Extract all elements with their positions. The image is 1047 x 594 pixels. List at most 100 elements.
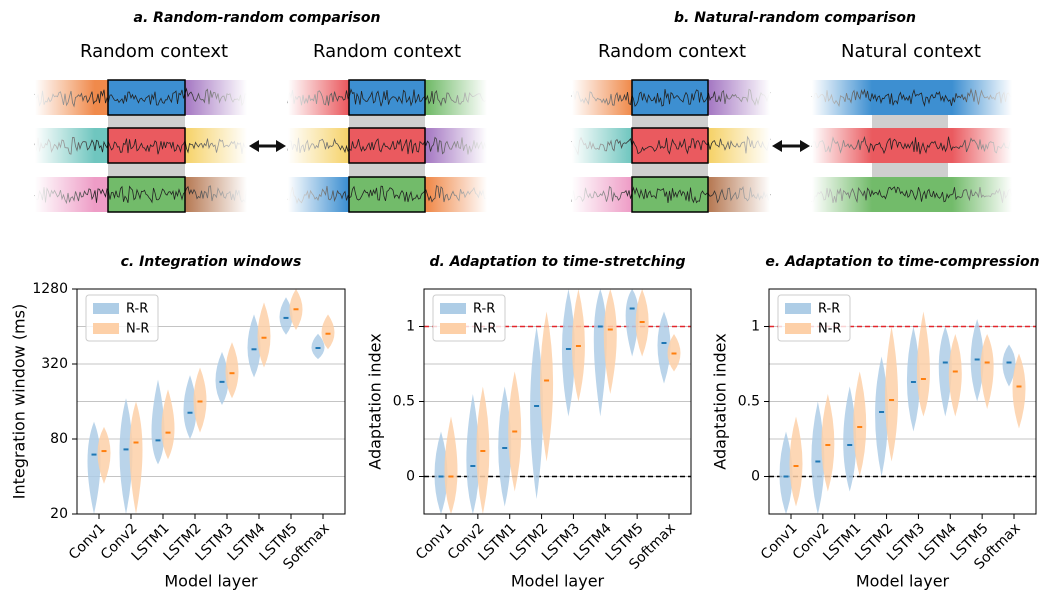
violin [183, 375, 197, 439]
violin [311, 333, 325, 360]
arrow-head [276, 140, 286, 152]
fade [427, 128, 487, 163]
violin [779, 431, 793, 514]
legend-swatch [440, 323, 466, 334]
violin [466, 394, 480, 514]
arrow-head [800, 140, 810, 152]
violin [853, 371, 867, 477]
violin [1002, 344, 1016, 387]
fade [812, 128, 872, 163]
segment-outline [348, 79, 426, 116]
y-tick-label: 0 [751, 469, 760, 485]
violin [279, 297, 293, 335]
axes-frame [768, 288, 1037, 515]
y-tick-label: 80 [50, 431, 68, 447]
fade [35, 128, 95, 163]
violin [875, 356, 889, 477]
context-label: Random context [80, 41, 228, 62]
segment [349, 128, 425, 163]
fade [288, 80, 348, 115]
violin [444, 416, 458, 514]
y-tick-label: 20 [50, 506, 68, 522]
violin [540, 311, 554, 462]
y-tick-label: 1280 [32, 281, 68, 297]
fade [710, 80, 770, 115]
segment [349, 177, 425, 212]
violin [885, 326, 899, 462]
y-tick-label: 0 [406, 469, 415, 485]
violin [119, 398, 133, 514]
fade [710, 128, 770, 163]
violin [193, 367, 207, 433]
violin [625, 289, 639, 357]
violin [498, 386, 512, 507]
legend-label: N-R [818, 322, 841, 337]
violin [434, 431, 448, 514]
segment-outline [348, 176, 426, 213]
y-tick-label: 1 [751, 319, 760, 335]
violin [161, 389, 175, 460]
violin [916, 311, 930, 417]
violin [811, 401, 825, 514]
y-tick-label: 0.5 [738, 394, 760, 410]
legend-label: R-R [126, 302, 148, 317]
legend-swatch [785, 323, 811, 334]
y-tick-label: 0.5 [393, 394, 415, 410]
axes-frame [76, 288, 346, 515]
fade [710, 177, 770, 212]
chart-title: c. Integration windows [121, 254, 302, 270]
x-axis-label: Model layer [856, 572, 950, 591]
context-label: Random context [313, 41, 461, 62]
violins [87, 289, 335, 514]
legend-swatch [785, 303, 811, 314]
violin [657, 311, 671, 384]
y-axis-label: Adaptation index [711, 333, 730, 469]
fade [812, 177, 872, 212]
violin [938, 326, 952, 417]
violin [980, 334, 994, 409]
y-axis-label: Integration window (ms) [10, 304, 29, 499]
fade [952, 128, 1012, 163]
segment-outline [107, 176, 186, 213]
violin [129, 401, 143, 514]
arrow-head [772, 140, 782, 152]
y-tick-label: 320 [41, 356, 68, 372]
fade [187, 128, 247, 163]
segment [349, 80, 425, 115]
fade [427, 177, 487, 212]
violin [789, 416, 803, 507]
fade [812, 80, 872, 115]
violin [821, 394, 835, 492]
fade [572, 80, 632, 115]
violin [530, 326, 544, 499]
violins [779, 311, 1026, 514]
segment [632, 128, 708, 163]
legend-swatch [93, 323, 119, 334]
context-label: Random context [598, 41, 746, 62]
segment-outline [631, 79, 709, 116]
axes-frame [423, 288, 692, 515]
legend-label: R-R [818, 302, 840, 317]
legend-label: N-R [126, 322, 149, 337]
panel-title: b. Natural-random comparison [674, 10, 916, 26]
fade [288, 128, 348, 163]
violin [948, 334, 962, 417]
fade [572, 128, 632, 163]
legend-label: R-R [473, 302, 495, 317]
violin [97, 426, 111, 484]
arrow-head [249, 140, 259, 152]
violin [843, 386, 857, 492]
chart-layer: c. Integration windows20803201280Conv1Co… [10, 254, 1040, 591]
panel-title: a. Random-random comparison [134, 10, 381, 26]
legend-label: N-R [473, 322, 496, 337]
violins [434, 289, 681, 514]
x-axis-label: Model layer [511, 572, 605, 591]
fade [952, 177, 1012, 212]
fade [35, 80, 95, 115]
violin [247, 314, 261, 378]
violin [87, 421, 101, 514]
fade [187, 177, 247, 212]
violin [603, 289, 617, 394]
chart-title: d. Adaptation to time-stretching [430, 254, 686, 270]
violin [593, 289, 607, 417]
